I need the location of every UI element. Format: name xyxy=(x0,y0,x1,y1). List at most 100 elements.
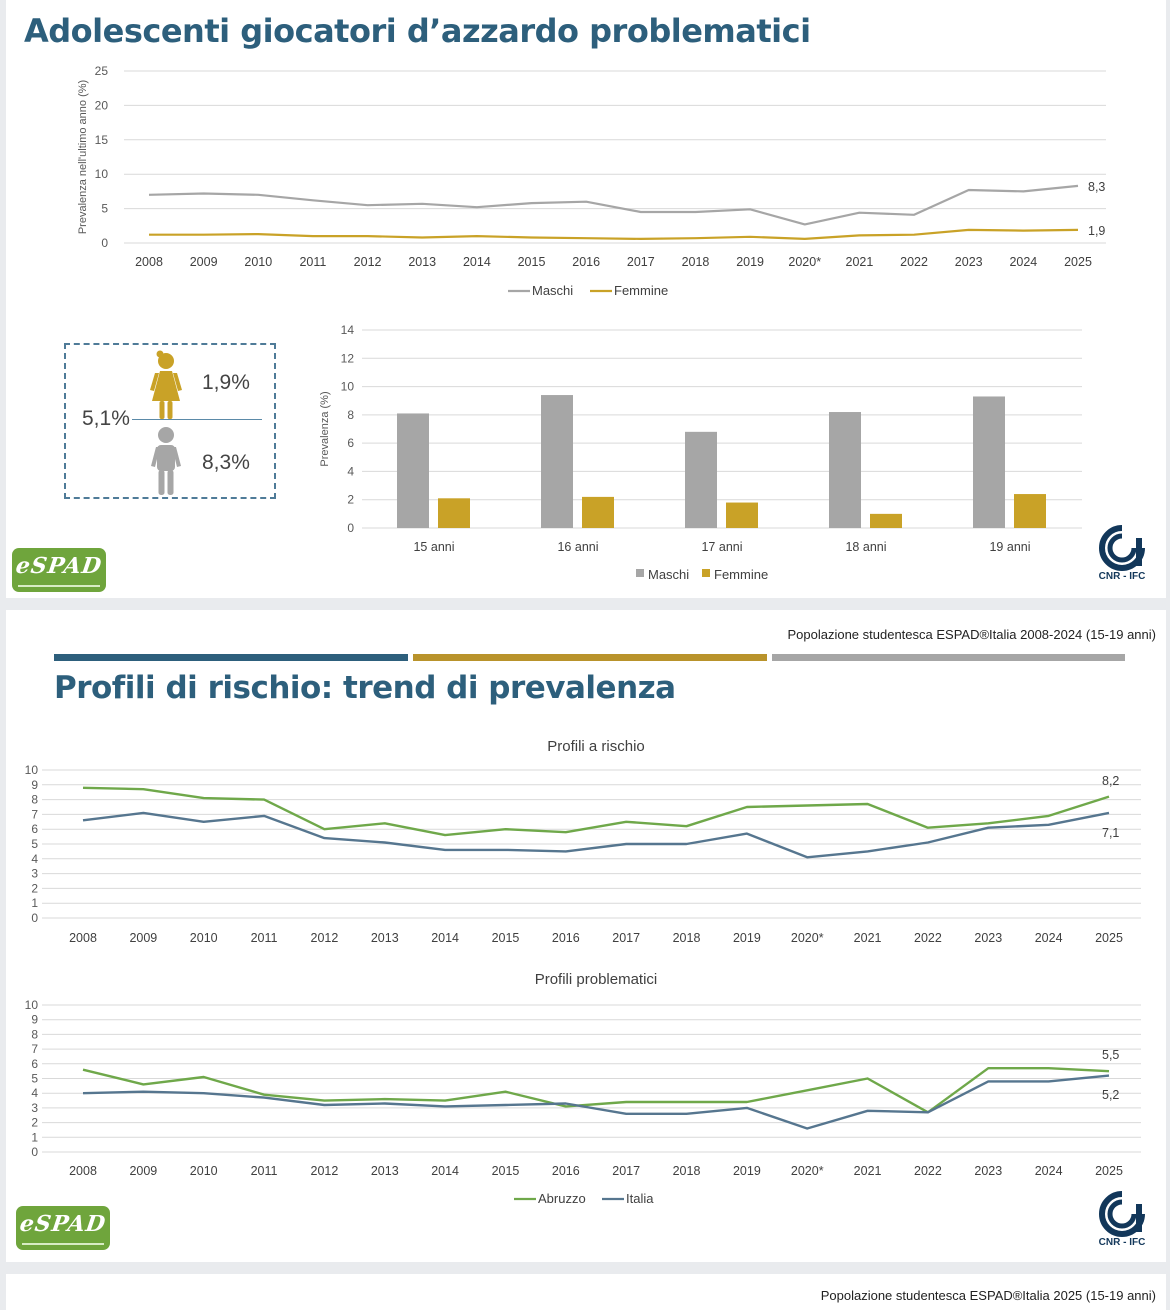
x-tick-label: 2015 xyxy=(518,255,546,269)
x-tick-label: 2023 xyxy=(974,1164,1002,1178)
bar-femmine xyxy=(726,502,758,528)
y-tick-label: 8 xyxy=(31,1027,38,1041)
female-prevalence: 1,9% xyxy=(202,371,250,394)
divider xyxy=(132,419,262,420)
y-axis-label: Prevalenza (%) xyxy=(319,391,331,466)
espad-logo: eSPAD xyxy=(12,548,106,592)
x-tick-label: 2016 xyxy=(552,931,580,945)
x-tick-label: 2015 xyxy=(492,1164,520,1178)
x-tick-label: 2009 xyxy=(129,1164,157,1178)
legend-swatch xyxy=(702,569,710,577)
x-tick-label: 2015 xyxy=(492,931,520,945)
x-tick-label: 2016 xyxy=(552,1164,580,1178)
y-tick-label: 5 xyxy=(101,202,108,216)
x-tick-label: 2025 xyxy=(1095,931,1123,945)
x-tick-label: 2019 xyxy=(733,931,761,945)
series-line-abruzzo xyxy=(82,786,1110,837)
female-figure-icon xyxy=(150,350,182,419)
y-tick-label: 0 xyxy=(31,1145,38,1159)
y-tick-label: 14 xyxy=(341,323,355,337)
x-tick-label: 2011 xyxy=(251,931,278,945)
bar-maschi xyxy=(541,395,573,528)
y-tick-label: 1 xyxy=(31,896,38,910)
legend-swatch xyxy=(636,569,644,577)
x-tick-label: 2023 xyxy=(974,931,1002,945)
end-value-label: 1,9 xyxy=(1088,224,1105,238)
y-tick-label: 0 xyxy=(101,236,108,250)
x-tick-label: 2021 xyxy=(854,931,882,945)
x-tick-label: 19 anni xyxy=(989,540,1030,554)
x-tick-label: 2017 xyxy=(612,931,640,945)
y-tick-label: 0 xyxy=(347,521,354,535)
legend-entry: Italia xyxy=(626,1191,654,1206)
y-tick-label: 9 xyxy=(31,778,38,792)
y-tick-label: 5 xyxy=(31,837,38,851)
bar-maschi xyxy=(685,431,717,528)
x-tick-label: 2013 xyxy=(408,255,436,269)
x-tick-label: 2010 xyxy=(190,1164,218,1178)
male-prevalence: 8,3% xyxy=(202,451,250,474)
x-tick-label: 2024 xyxy=(1035,1164,1063,1178)
y-tick-label: 7 xyxy=(31,1042,38,1056)
x-tick-label: 2022 xyxy=(900,255,928,269)
x-tick-label: 2019 xyxy=(733,1164,761,1178)
x-tick-label: 2009 xyxy=(190,255,218,269)
y-tick-label: 20 xyxy=(95,98,109,112)
bar-femmine xyxy=(582,496,614,528)
bar-femmine xyxy=(438,498,470,528)
cnr-logo: CNR - IFC xyxy=(1090,1190,1154,1254)
x-tick-label: 17 anni xyxy=(701,540,742,554)
end-value-label: 5,5 xyxy=(1102,1048,1119,1062)
y-tick-label: 7 xyxy=(31,807,38,821)
y-tick-label: 4 xyxy=(31,1086,38,1100)
x-tick-label: 2020* xyxy=(791,931,824,945)
x-tick-label: 2013 xyxy=(371,931,399,945)
x-tick-label: 2012 xyxy=(354,255,382,269)
panel-risk-profiles: Popolazione studentesca ESPAD®Italia 200… xyxy=(6,610,1166,1262)
x-tick-label: 2014 xyxy=(431,1164,459,1178)
stripe-gray xyxy=(772,654,1125,661)
y-tick-label: 4 xyxy=(31,852,38,866)
x-tick-label: 2008 xyxy=(135,255,163,269)
x-tick-label: 2025 xyxy=(1064,255,1092,269)
series-line-italia xyxy=(82,1074,1110,1130)
y-tick-label: 3 xyxy=(31,1101,38,1115)
summary-box: 5,1% 1,9% 8,3% xyxy=(64,343,276,499)
cnr-logo-icon xyxy=(1099,525,1145,571)
x-tick-label: 2022 xyxy=(914,1164,942,1178)
x-tick-label: 2022 xyxy=(914,931,942,945)
y-tick-label: 5 xyxy=(31,1072,38,1086)
source-note: Popolazione studentesca ESPAD®Italia 200… xyxy=(787,627,1156,642)
panel-footer: Popolazione studentesca ESPAD®Italia 202… xyxy=(6,1274,1166,1310)
y-tick-label: 8 xyxy=(347,408,354,422)
end-value-label: 7,1 xyxy=(1102,826,1119,840)
x-tick-label: 2010 xyxy=(190,931,218,945)
bar-maschi xyxy=(829,412,861,528)
x-tick-label: 2017 xyxy=(627,255,655,269)
x-tick-label: 2016 xyxy=(572,255,600,269)
x-tick-label: 2009 xyxy=(129,931,157,945)
y-tick-label: 15 xyxy=(95,133,109,147)
bar-maschi xyxy=(397,413,429,528)
cnr-logo: CNR - IFC xyxy=(1090,524,1154,588)
series-line-maschi xyxy=(148,184,1079,226)
stripe-blue xyxy=(54,654,408,661)
series-line-italia xyxy=(82,811,1110,859)
source-note: Popolazione studentesca ESPAD®Italia 202… xyxy=(820,1288,1156,1303)
legend-entry: Femmine xyxy=(614,283,668,298)
x-tick-label: 2012 xyxy=(311,931,339,945)
x-tick-label: 2011 xyxy=(299,255,326,269)
x-tick-label: 2010 xyxy=(244,255,272,269)
legend-entry: Abruzzo xyxy=(538,1191,586,1206)
y-tick-label: 10 xyxy=(95,167,109,181)
y-tick-label: 1 xyxy=(31,1130,38,1144)
end-value-label: 8,2 xyxy=(1102,774,1119,788)
x-tick-label: 18 anni xyxy=(845,540,886,554)
x-tick-label: 2012 xyxy=(311,1164,339,1178)
age-bar-chart: 0 2 4 6 8 10 12 14 Prevalenza (%) 15 anni 16 anni 1… xyxy=(319,323,1082,582)
y-tick-label: 9 xyxy=(31,1013,38,1027)
y-tick-label: 2 xyxy=(31,1116,38,1130)
x-tick-label: 16 anni xyxy=(557,540,598,554)
